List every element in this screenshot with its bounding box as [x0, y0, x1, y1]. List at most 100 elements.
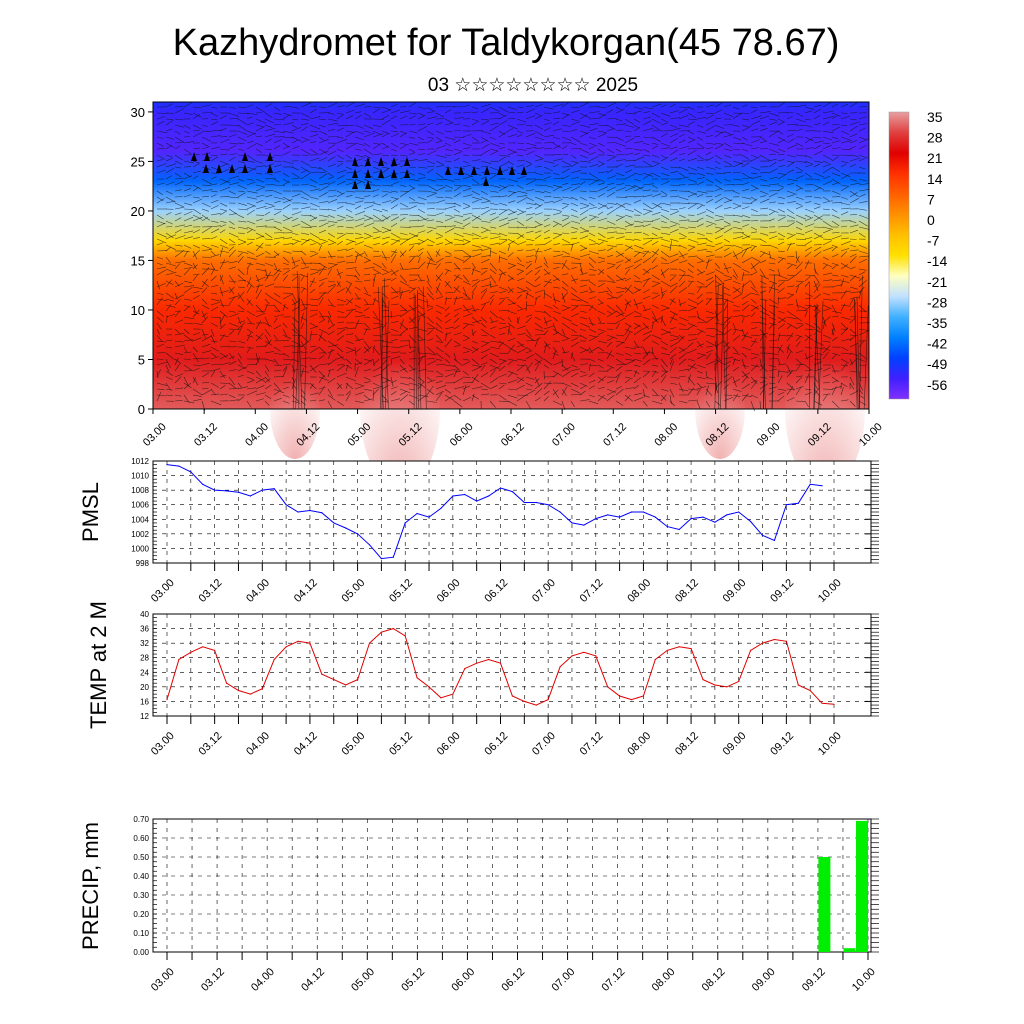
wind-vector: [300, 288, 305, 294]
wind-vector: [525, 291, 529, 300]
wind-vector: [417, 261, 426, 270]
wind-vector: [624, 223, 635, 228]
wind-vector: [534, 247, 539, 258]
wind-vector: [264, 271, 272, 282]
data-point: [607, 514, 609, 516]
wind-vector: [633, 328, 644, 336]
wind-vector: [165, 220, 173, 225]
wind-vector: [525, 340, 535, 342]
wind-vector: [390, 148, 398, 152]
wind-vector: [804, 184, 814, 186]
wind-vector: [651, 203, 662, 210]
wind-vector: [381, 270, 392, 276]
wind-vector: [858, 154, 869, 159]
wind-vector: [426, 274, 430, 282]
wind-vector: [435, 392, 443, 402]
wind-vector: [399, 202, 409, 208]
wind-vector: [741, 232, 750, 238]
wind-vector: [525, 362, 533, 372]
wind-vector: [408, 123, 416, 126]
wind-vector: [291, 127, 302, 132]
wind-vector: [678, 106, 690, 108]
wind-vector: [417, 230, 426, 234]
wind-vector: [516, 286, 526, 292]
wind-vector: [453, 274, 460, 282]
wind-vector: [336, 112, 344, 115]
wind-vector: [678, 400, 688, 404]
wind-vector: [696, 117, 707, 120]
wind-vector: [669, 184, 681, 186]
wind-vector: [363, 260, 370, 264]
wind-vector: [543, 289, 546, 300]
wind-vector: [453, 130, 461, 132]
wind-vector: [408, 196, 416, 201]
wind-vector: [687, 118, 697, 121]
wind-vector: [732, 388, 742, 392]
wind-vector: [552, 232, 562, 236]
wind-vector: [588, 316, 594, 326]
grid: [153, 613, 871, 717]
wind-vector: [309, 130, 318, 132]
wind-vector: [417, 218, 429, 222]
wind-vector: [309, 184, 317, 188]
wind-vector: [417, 298, 428, 303]
wind-vector: [345, 247, 354, 252]
data-point: [226, 490, 228, 492]
wind-vector: [264, 112, 273, 118]
wind-vector: [777, 287, 785, 294]
wind-vector: [273, 382, 281, 390]
wind-vector: [525, 105, 534, 108]
wind-vector: [480, 220, 491, 223]
wind-vector: [687, 149, 697, 156]
data-point: [738, 680, 740, 683]
wind-vector: [192, 170, 201, 174]
wind-vector: [354, 124, 365, 129]
wind-vector: [183, 298, 192, 301]
wind-vector: [381, 250, 387, 261]
wind-vector: [777, 395, 785, 402]
wind-vector: [489, 136, 496, 140]
wind-vector: [705, 334, 716, 338]
wind-vector: [777, 187, 784, 192]
wind-vector: [183, 216, 194, 222]
wind-vector: [174, 376, 182, 384]
wind-vector: [156, 196, 164, 202]
wind-vector: [849, 370, 857, 373]
wind-vector: [426, 229, 433, 234]
wind-vector: [768, 161, 777, 168]
wind-vector: [516, 358, 527, 361]
wind-vector: [642, 194, 653, 198]
wind-vector: [534, 112, 541, 116]
wind-vector: [633, 251, 641, 258]
wind-vector: [714, 274, 723, 283]
wind-vector: [759, 232, 769, 236]
wind-vector: [678, 124, 690, 128]
wind-vector: [363, 235, 373, 240]
wind-vector: [723, 278, 733, 282]
wind-vector: [498, 299, 505, 306]
wind-vector: [498, 232, 508, 237]
wind-vector: [525, 132, 536, 138]
wind-vector: [813, 108, 821, 114]
wind-vector: [219, 247, 224, 258]
wind-vector: [309, 357, 317, 360]
wind-vector: [480, 322, 487, 328]
wind-vector: [255, 218, 263, 222]
wind-vector: [678, 334, 685, 340]
wind-vector: [498, 142, 505, 145]
wind-vector: [813, 305, 820, 312]
wind-vector: [588, 232, 596, 237]
wind-vector: [426, 136, 434, 139]
wind-vector: [615, 123, 627, 126]
wind-vector: [219, 354, 229, 360]
wind-vector: [633, 384, 639, 390]
wind-vector: [345, 298, 354, 306]
wind-vector: [165, 163, 177, 168]
wind-vector: [642, 268, 650, 274]
wind-vector: [237, 320, 245, 324]
wind-vector: [417, 225, 425, 228]
wind-vector: [498, 268, 506, 276]
wind-vector: [786, 178, 798, 182]
wind-vector: [624, 245, 633, 252]
wind-vector: [597, 260, 605, 264]
